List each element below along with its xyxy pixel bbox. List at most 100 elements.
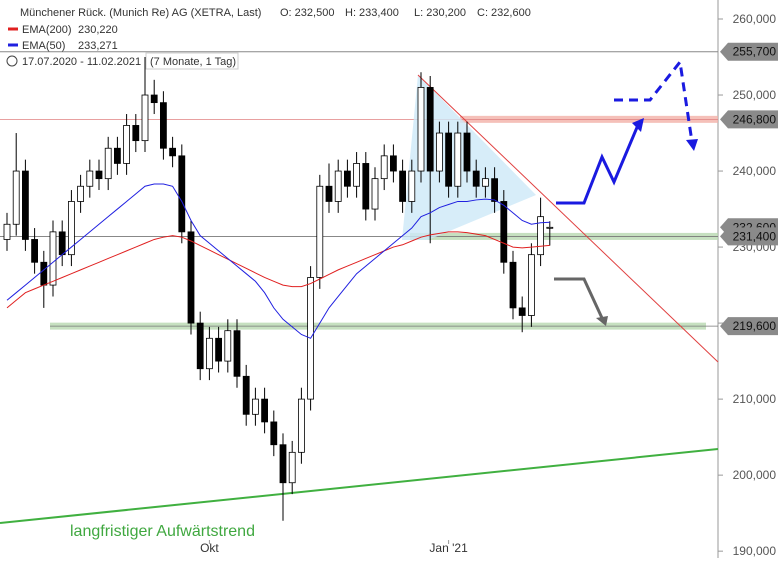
ohlc: L: 230,200 [414,7,466,19]
candle-body [261,398,269,423]
candle-body [426,87,434,172]
period: 17.07.2020 - 11.02.2021 [22,56,141,68]
candle-body [297,398,305,453]
candle-body [141,94,149,142]
candle-body [178,155,186,233]
price-label: 219,600 [733,319,777,333]
candle-body [40,261,48,286]
price-label-box [720,227,778,246]
arrow-head [632,118,644,132]
candle-body [353,163,361,187]
candle-body [491,178,499,202]
candle-body [49,231,57,286]
candle-body [509,261,517,309]
candle-body [454,132,462,187]
arrow-head [686,139,698,151]
candle-body [399,170,407,202]
y-tick-label: 250,000 [733,88,777,102]
candle-body [362,163,370,210]
y-tick-label: 260,000 [733,12,777,26]
chart-title: Münchener Rück. (Munich Re) AG (XETRA, L… [20,7,261,19]
candle-body [417,87,425,172]
candle-body [224,330,232,362]
candle-body [408,170,416,202]
ohlc: C: 232,600 [477,7,531,19]
candle-body [58,231,66,256]
candle-body [215,337,223,362]
candle-body [159,102,167,149]
period-box [145,52,239,70]
candle-body [242,375,250,415]
scenario-arrow-dashed [614,58,694,143]
candle-body [68,201,75,256]
header: Münchener Rück. (Munich Re) AG (XETRA, L… [6,7,531,70]
arrow-head [596,316,608,326]
candle-body [546,226,554,229]
candle-body [205,337,213,370]
candle-body [132,125,140,142]
y-tick-label: 240,000 [733,164,777,178]
candle-body [528,254,535,316]
ema-line [6,231,550,309]
ohlc: O: 232,500 [280,7,334,19]
candle-body [12,170,20,225]
price-label: 231,400 [733,229,777,243]
candle-body [334,170,342,202]
candle-body [196,322,204,370]
candle-body [343,170,351,187]
price-label-box [720,110,778,129]
candle-body [288,451,296,484]
candle-body [95,170,103,180]
candle-body [537,216,544,256]
candle-body [86,170,94,187]
x-tick-label: Jan '21 [429,541,468,555]
y-tick-label: 190,000 [733,544,777,558]
candle-body [380,155,388,180]
candle-body [251,398,259,415]
candle-body [371,178,379,210]
price-label: 255,700 [733,45,777,59]
x-tick-label: Okt [200,541,219,555]
candle-body [104,147,112,180]
candle-body [435,132,443,172]
candle-body [270,421,278,446]
legend-label: EMA(50) [22,40,65,52]
trend-line-up [0,448,719,524]
candle-body [481,178,489,187]
candle-body [472,170,480,187]
candle-body [500,201,508,263]
ohlc: H: 233,400 [345,7,399,19]
legend-value: 233,271 [78,40,118,52]
candle-body [187,231,195,324]
candle-body [3,223,11,240]
candle-body [123,125,130,164]
annotation: langfristiger Aufwärtstrend [70,523,255,540]
candle-body [169,147,177,157]
candle-body [445,132,453,187]
scenario-arrow-down [554,277,604,319]
candle-body [325,185,333,202]
candle-body [77,185,84,202]
legend-label: EMA(200) [22,24,72,36]
period-note: (7 Monate, 1 Tag) [150,56,236,68]
candle-body [518,307,526,316]
price-label-box [720,317,778,336]
candle-body [279,444,287,484]
price-label: 246,800 [733,112,777,126]
candle-body [150,94,158,104]
legend-value: 230,220 [78,24,118,36]
clock-icon [6,55,18,67]
y-tick-label: 210,000 [733,392,777,406]
candle-body [114,147,121,164]
scenario-arrow [556,124,640,205]
price-label-box [720,42,778,61]
candle-body [233,330,241,377]
candle-body [389,155,397,172]
trend-line-down [417,74,719,363]
candle-body [463,132,471,172]
candle-body [21,170,29,240]
y-tick-label: 200,000 [733,468,777,482]
candle-body [31,239,39,263]
